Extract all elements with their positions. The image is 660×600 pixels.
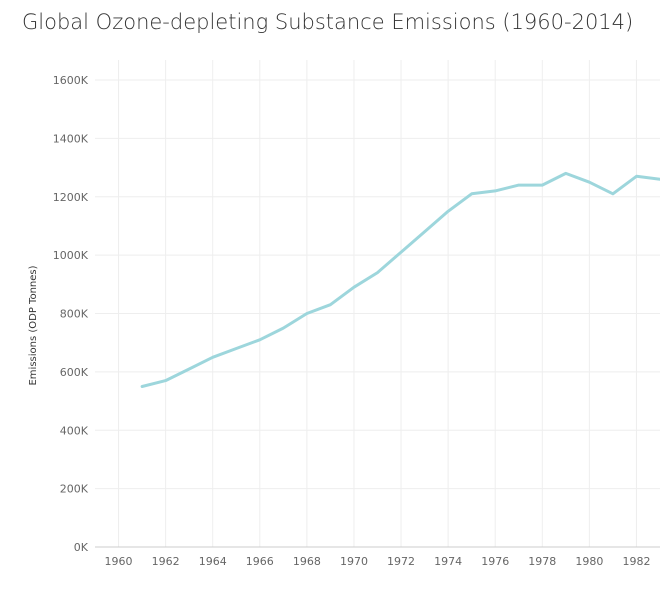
horizontal-gridlines (95, 79, 660, 490)
y-tick-label: 1400K (53, 132, 89, 145)
x-tick-label: 1978 (528, 555, 556, 568)
x-tick-label: 1980 (575, 555, 603, 568)
y-tick-labels: 0K 200K 400K 600K 800K 1000K 1200K 1400K 1600K (53, 74, 89, 554)
y-tick-label: 0K (74, 541, 89, 554)
y-axis-title: Emissions (ODP Tonnes) (28, 265, 39, 385)
x-tick-label: 1968 (293, 555, 321, 568)
y-tick-label: 200K (60, 483, 89, 496)
y-tick-label: 1200K (53, 191, 89, 204)
series-line (140, 171, 660, 388)
x-tick-labels: 1960 1962 1964 1966 1968 1970 1972 1974 1976 1978… (105, 555, 651, 568)
y-tick-label: 600K (60, 366, 89, 379)
y-tick-label: 1000K (53, 249, 89, 262)
chart-title: Global Ozone-depleting Substance Emissio… (22, 10, 634, 34)
x-tick-label: 1964 (199, 555, 227, 568)
vertical-gridlines (118, 60, 637, 547)
x-tick-label: 1982 (622, 555, 650, 568)
y-tick-label: 400K (60, 424, 89, 437)
y-tick-label: 1600K (53, 74, 89, 87)
series-layer (140, 171, 660, 388)
x-tick-label: 1974 (434, 555, 462, 568)
y-tick-label: 800K (60, 308, 89, 321)
x-tick-label: 1976 (481, 555, 509, 568)
x-tick-label: 1960 (105, 555, 133, 568)
x-tick-label: 1962 (152, 555, 180, 568)
x-tick-label: 1970 (340, 555, 368, 568)
x-tick-label: 1966 (246, 555, 274, 568)
x-tick-label: 1972 (387, 555, 415, 568)
